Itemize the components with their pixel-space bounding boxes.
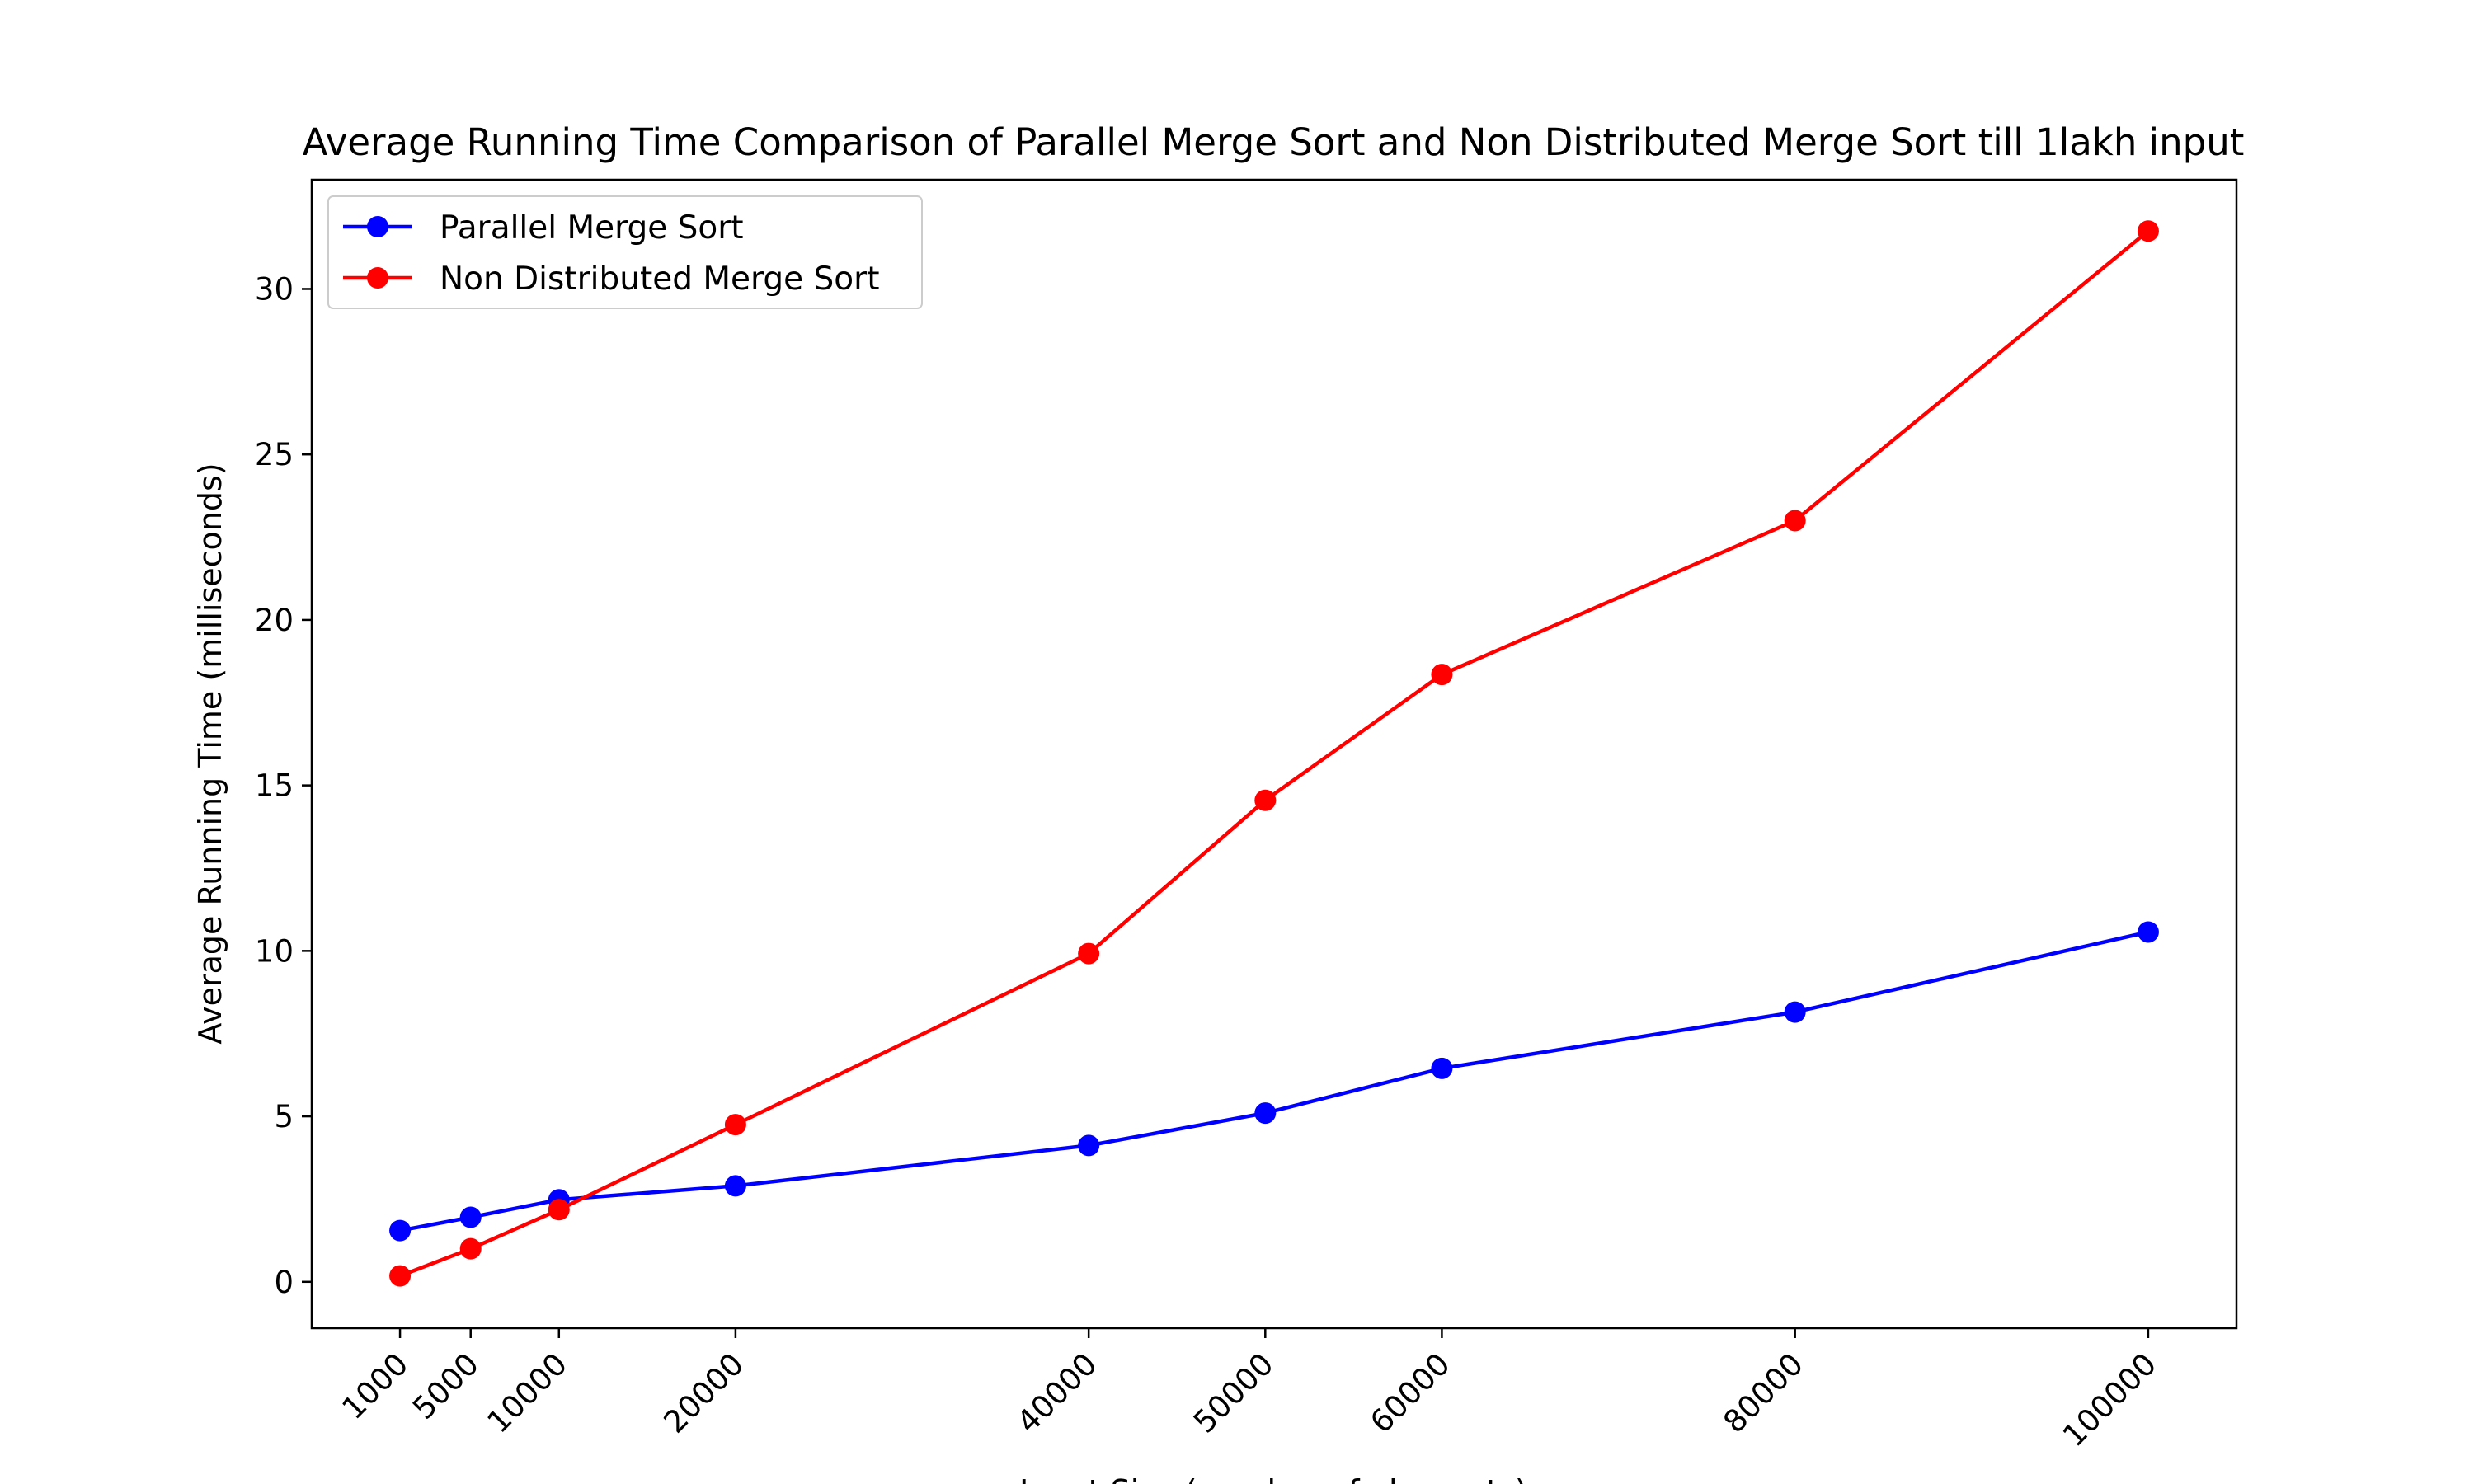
data-point <box>459 1237 482 1260</box>
data-point <box>548 1199 570 1221</box>
legend-frame <box>327 195 923 309</box>
legend-marker <box>367 267 388 289</box>
legend: Parallel Merge Sort Non Distributed Merge… <box>327 195 923 309</box>
data-point <box>1431 664 1453 686</box>
chart-title: Average Running Time Comparison of Paral… <box>303 120 2245 164</box>
y-tick-label: 20 <box>255 603 294 638</box>
y-tick-label: 10 <box>255 933 294 969</box>
y-tick-label: 5 <box>274 1099 294 1134</box>
legend-label: Non Distributed Merge Sort <box>440 261 880 298</box>
legend-label: Parallel Merge Sort <box>440 209 744 247</box>
y-tick-label: 0 <box>274 1265 294 1300</box>
x-axis-label: Input Size (number of elements) <box>1019 1473 1527 1484</box>
data-point <box>1431 1057 1453 1079</box>
data-point <box>1078 1134 1100 1157</box>
data-point <box>724 1114 746 1136</box>
y-axis-label: Average Running Time (milliseconds) <box>192 463 228 1044</box>
data-point <box>724 1175 746 1197</box>
y-tick-label: 15 <box>255 768 294 804</box>
y-tick-label: 25 <box>255 437 294 472</box>
plot-area <box>310 178 2238 1330</box>
series-2 <box>389 220 2159 1287</box>
legend-marker <box>367 216 388 237</box>
y-tick-label: 30 <box>255 271 294 307</box>
y-axis: 0 5 10 15 20 25 30 <box>255 271 312 1300</box>
data-point <box>1784 510 1806 532</box>
data-point <box>1078 942 1100 965</box>
data-point <box>1254 1102 1277 1125</box>
plot-frame <box>310 178 2238 1330</box>
data-point <box>389 1265 412 1287</box>
data-point <box>2137 220 2159 242</box>
data-point <box>1784 1001 1806 1023</box>
series-layer <box>389 220 2159 1287</box>
data-point <box>459 1206 482 1228</box>
data-point <box>1254 789 1277 811</box>
data-point <box>389 1219 412 1242</box>
data-point <box>2137 921 2159 943</box>
